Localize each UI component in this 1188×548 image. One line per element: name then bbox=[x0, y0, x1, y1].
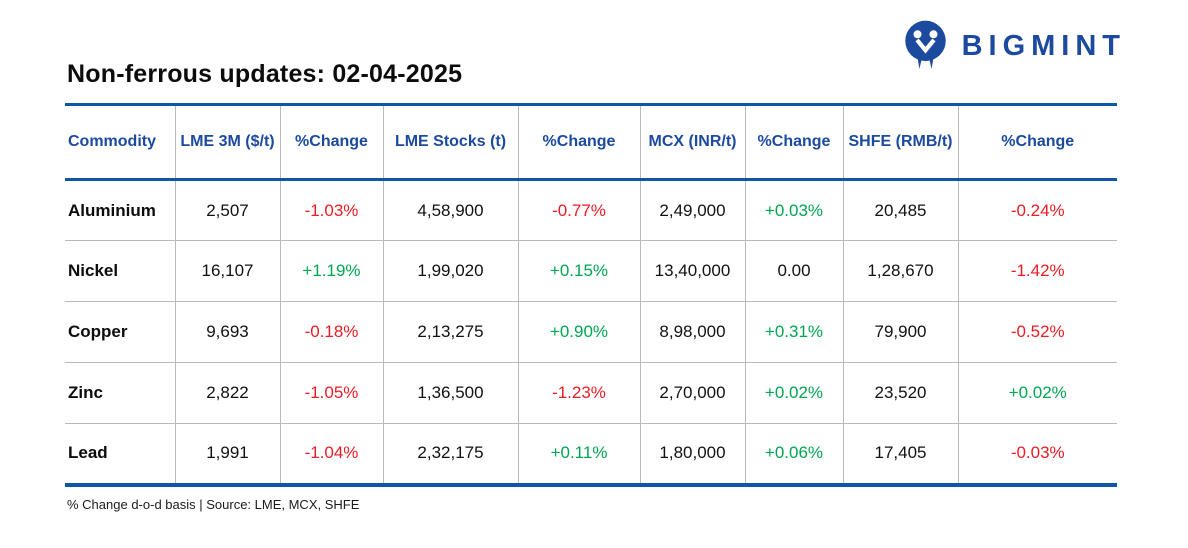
change-cell: -0.18% bbox=[279, 301, 383, 363]
header-change-lme-3m: %Change bbox=[279, 104, 383, 180]
value-cell: 13,40,000 bbox=[639, 240, 745, 302]
change-cell: -0.03% bbox=[957, 423, 1117, 485]
commodity-table: Commodity LME 3M ($/t) %Change LME Stock… bbox=[65, 103, 1117, 487]
commodity-name: Nickel bbox=[68, 261, 119, 280]
value-cell: 16,107 bbox=[174, 240, 280, 302]
brand-logo: BIGMINT bbox=[902, 20, 1126, 73]
value-cell: 2,13,275 bbox=[382, 301, 518, 363]
change-cell: -1.04% bbox=[279, 423, 383, 485]
change-cell: +0.02% bbox=[957, 362, 1117, 424]
header-commodity: Commodity bbox=[68, 133, 156, 150]
change-cell: +0.31% bbox=[744, 301, 843, 363]
value-cell: 2,507 bbox=[174, 179, 280, 241]
change-cell: -0.24% bbox=[957, 179, 1117, 241]
bigmint-logo-icon bbox=[904, 20, 946, 70]
change-cell: 0.00 bbox=[744, 240, 843, 302]
table-row: Aluminium 2,507 -1.03% 4,58,900 -0.77% 2… bbox=[65, 179, 1117, 241]
change-cell: -1.23% bbox=[517, 362, 640, 424]
change-cell: -1.05% bbox=[279, 362, 383, 424]
change-cell: +0.11% bbox=[517, 423, 640, 485]
header-mcx: MCX (INR/t) bbox=[639, 104, 745, 180]
commodity-name: Lead bbox=[68, 443, 108, 463]
header-lme-3m: LME 3M ($/t) bbox=[174, 104, 280, 180]
value-cell: 1,99,020 bbox=[382, 240, 518, 302]
commodity-name: Aluminium bbox=[68, 200, 156, 220]
value-cell: 4,58,900 bbox=[382, 179, 518, 241]
header-lme-stocks: LME Stocks (t) bbox=[382, 104, 518, 180]
header-change-lme-stocks: %Change bbox=[517, 104, 640, 180]
value-cell: 1,36,500 bbox=[382, 362, 518, 424]
value-cell: 1,28,670 bbox=[842, 240, 958, 302]
table-row: Nickel 16,107 +1.19% 1,99,020 +0.15% 13,… bbox=[65, 240, 1117, 302]
change-cell: +1.19% bbox=[279, 240, 383, 302]
change-cell: -1.03% bbox=[279, 179, 383, 241]
value-cell: 2,49,000 bbox=[639, 179, 745, 241]
change-cell: +0.03% bbox=[744, 179, 843, 241]
value-cell: 17,405 bbox=[842, 423, 958, 485]
page-title: Non-ferrous updates: 02-04-2025 bbox=[67, 60, 463, 88]
change-cell: -0.52% bbox=[957, 301, 1117, 363]
value-cell: 8,98,000 bbox=[639, 301, 745, 363]
header-row: Commodity LME 3M ($/t) %Change LME Stock… bbox=[65, 104, 1117, 180]
value-cell: 2,822 bbox=[174, 362, 280, 424]
value-cell: 2,32,175 bbox=[382, 423, 518, 485]
change-cell: +0.90% bbox=[517, 301, 640, 363]
change-cell: -1.42% bbox=[957, 240, 1117, 302]
commodity-name: Zinc bbox=[68, 383, 103, 402]
table-row: Zinc 2,822 -1.05% 1,36,500 -1.23% 2,70,0… bbox=[65, 362, 1117, 424]
header-shfe: SHFE (RMB/t) bbox=[842, 104, 958, 180]
value-cell: 1,991 bbox=[174, 423, 280, 485]
change-cell: -0.77% bbox=[517, 179, 640, 241]
value-cell: 79,900 bbox=[842, 301, 958, 363]
value-cell: 9,693 bbox=[174, 301, 280, 363]
change-cell: +0.02% bbox=[744, 362, 843, 424]
commodity-name: Copper bbox=[68, 322, 128, 341]
table-row: Lead 1,991 -1.04% 2,32,175 +0.11% 1,80,0… bbox=[65, 423, 1117, 485]
header-change-shfe: %Change bbox=[957, 104, 1117, 180]
change-cell: +0.15% bbox=[517, 240, 640, 302]
header-change-mcx: %Change bbox=[744, 104, 843, 180]
value-cell: 20,485 bbox=[842, 179, 958, 241]
source-note: % Change d-o-d basis | Source: LME, MCX,… bbox=[67, 497, 360, 512]
value-cell: 23,520 bbox=[842, 362, 958, 424]
brand-name: BIGMINT bbox=[961, 30, 1126, 62]
value-cell: 1,80,000 bbox=[639, 423, 745, 485]
value-cell: 2,70,000 bbox=[639, 362, 745, 424]
change-cell: +0.06% bbox=[744, 423, 843, 485]
table-row: Copper 9,693 -0.18% 2,13,275 +0.90% 8,98… bbox=[65, 301, 1117, 363]
